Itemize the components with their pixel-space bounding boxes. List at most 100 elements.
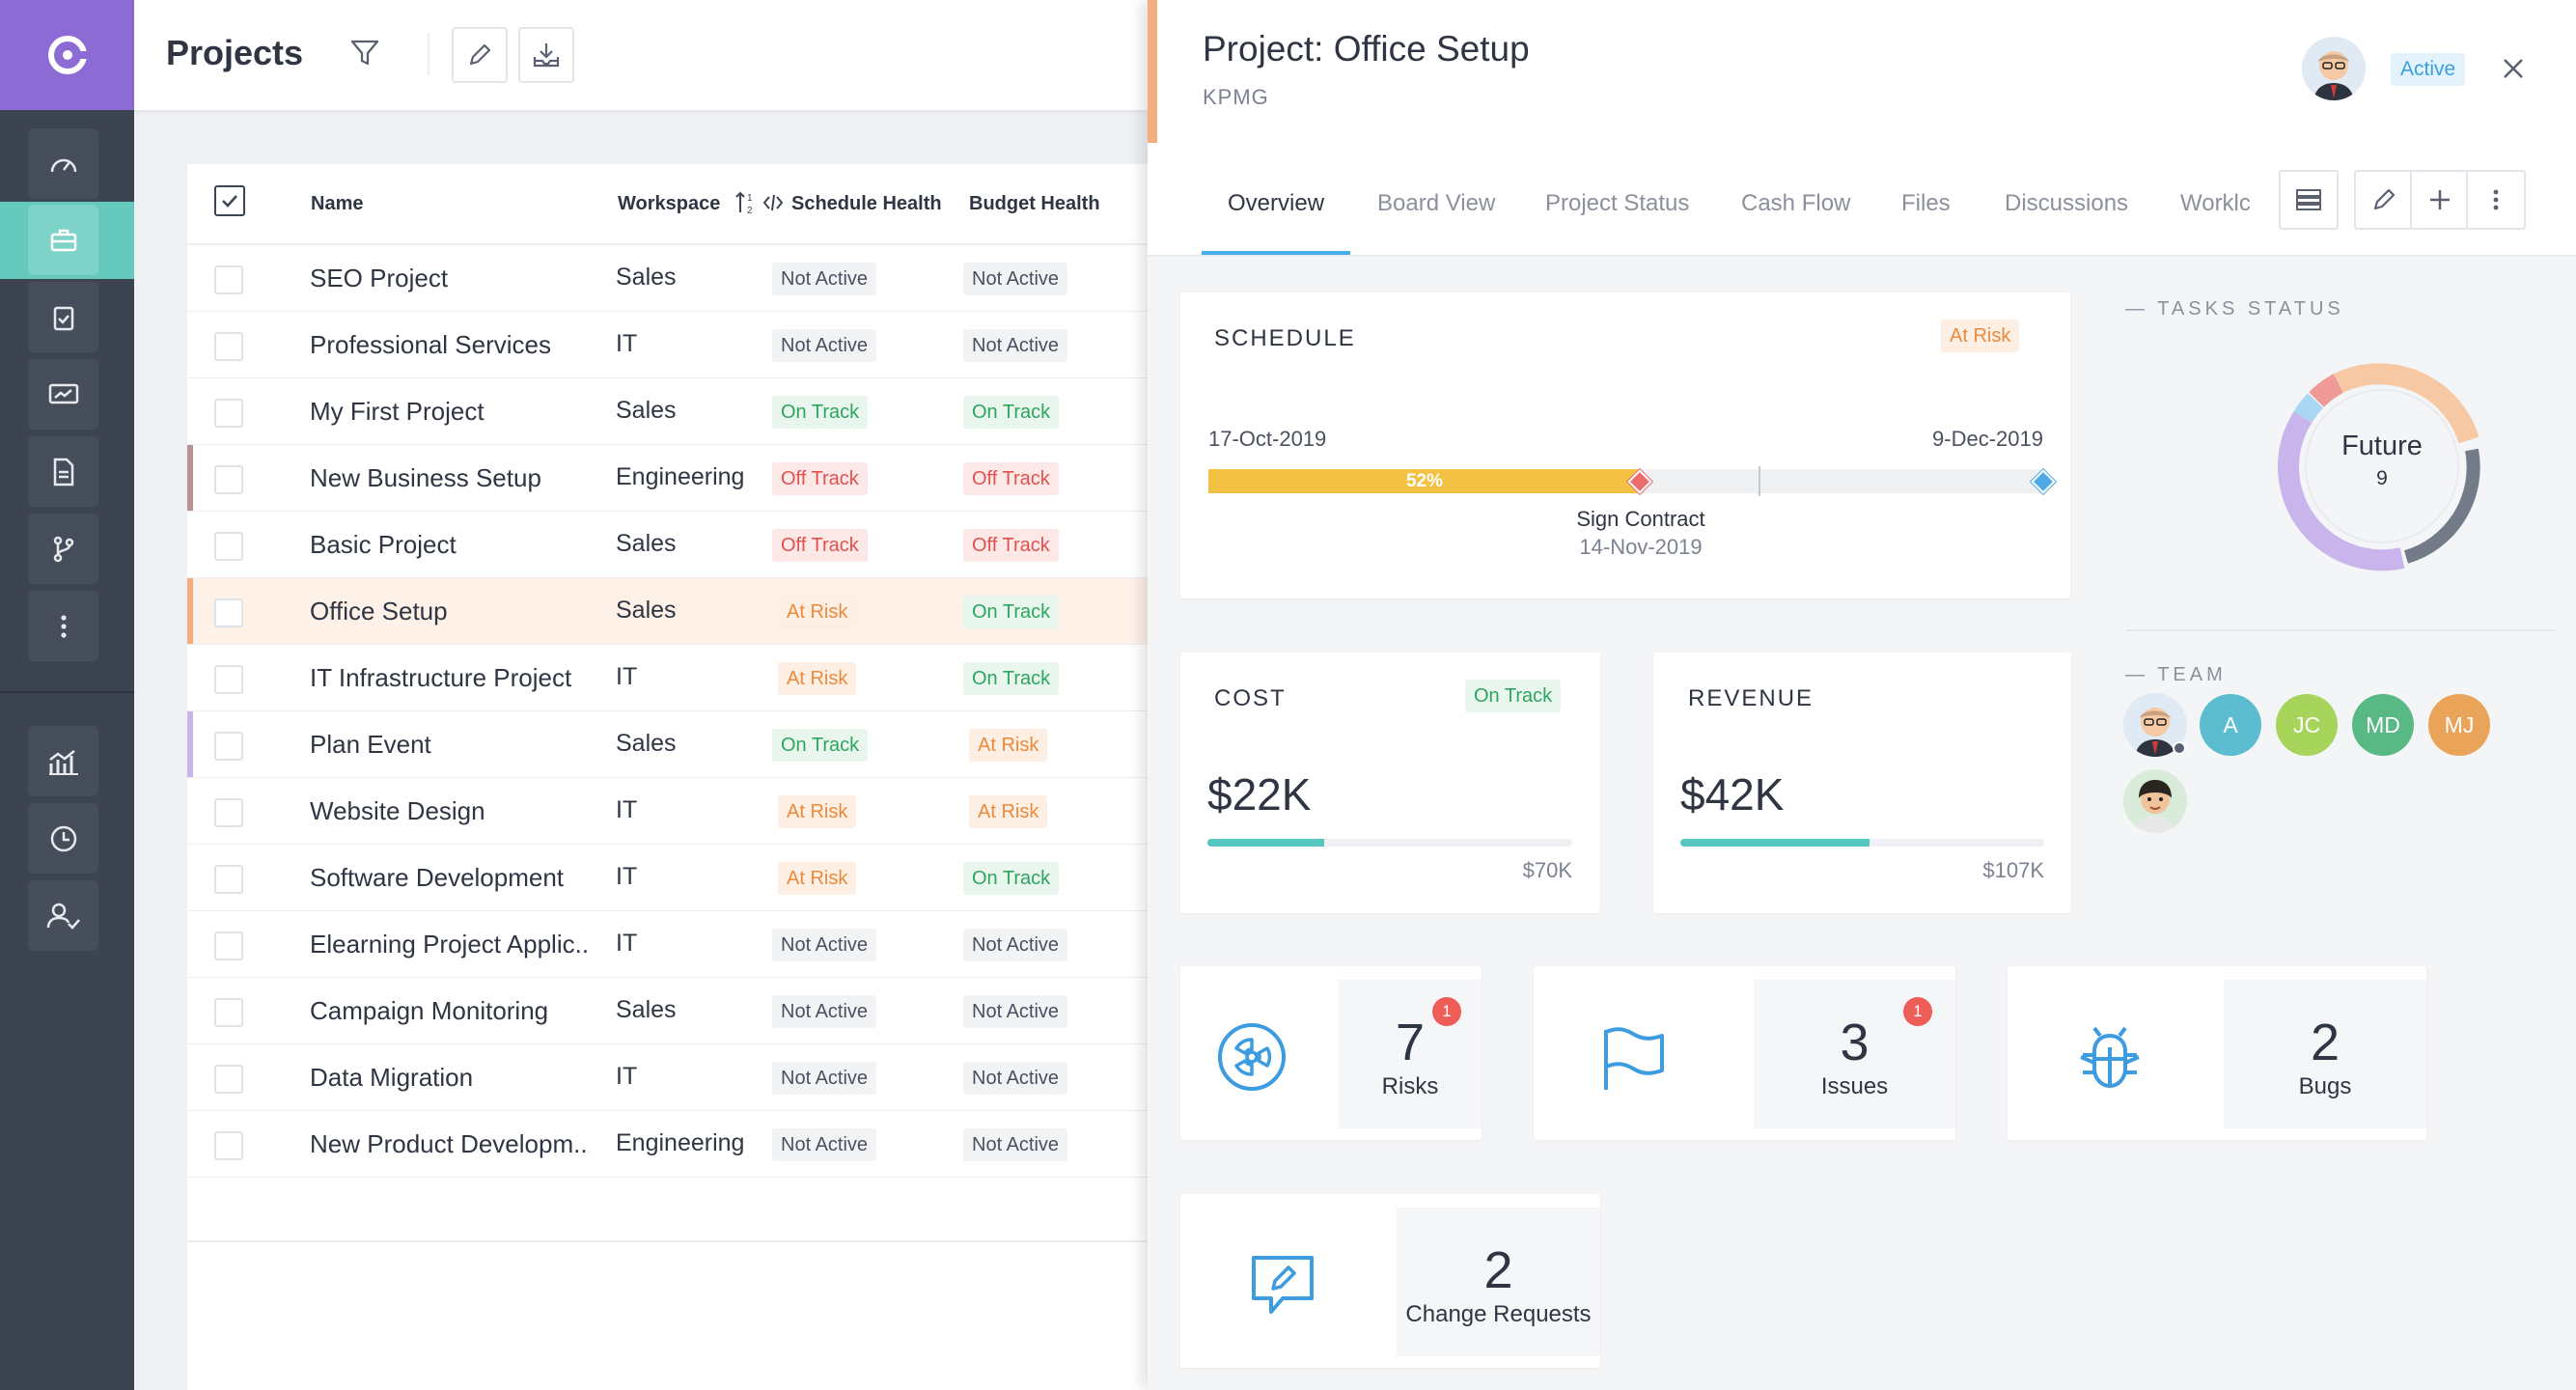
project-name-cell[interactable]: Elearning Project Applic...: [310, 930, 590, 959]
row-checkbox[interactable]: [214, 998, 243, 1027]
table-row[interactable]: Basic Project Sales Off Track Off Track: [187, 512, 1157, 578]
project-name-cell[interactable]: IT Infrastructure Project: [310, 663, 572, 692]
layout-toggle-button[interactable]: [2279, 170, 2339, 230]
nav-analytics[interactable]: [28, 726, 98, 796]
table-row[interactable]: Software Development IT At Risk On Track: [187, 845, 1157, 911]
project-name-cell[interactable]: Software Development: [310, 863, 565, 892]
team-member-avatar[interactable]: MD: [2352, 694, 2414, 756]
table-row[interactable]: My First Project Sales On Track On Track: [187, 378, 1157, 445]
project-name-cell[interactable]: Professional Services: [310, 330, 551, 359]
row-checkbox[interactable]: [214, 1065, 243, 1094]
schedule-status-badge: At Risk: [1941, 320, 2020, 352]
project-name-cell[interactable]: My First Project: [310, 397, 485, 426]
owner-avatar[interactable]: [2302, 37, 2366, 100]
edit-project-button[interactable]: [2354, 170, 2414, 230]
project-name-cell[interactable]: New Product Developm...: [310, 1129, 590, 1158]
nav-timesheet[interactable]: [28, 803, 98, 874]
workspace-cell: Sales: [616, 530, 677, 557]
project-name-cell[interactable]: SEO Project: [310, 264, 449, 292]
risks-card[interactable]: 7 Risks 1: [1180, 966, 1482, 1140]
row-checkbox[interactable]: [214, 332, 243, 361]
table-row[interactable]: Office Setup Sales At Risk On Track: [187, 578, 1157, 645]
nav-workflow[interactable]: [28, 514, 98, 584]
change-requests-metric: 2 Change Requests: [1397, 1208, 1600, 1356]
nav-reports[interactable]: [28, 359, 98, 430]
workspace-cell: IT: [616, 930, 638, 957]
close-button[interactable]: [2497, 52, 2530, 90]
add-button[interactable]: [2410, 170, 2470, 230]
nav-documents[interactable]: [28, 436, 98, 507]
project-name-cell[interactable]: Basic Project: [310, 530, 457, 559]
bugs-card[interactable]: 2 Bugs: [2008, 966, 2426, 1140]
team-member-avatar[interactable]: JC: [2276, 694, 2338, 756]
bugs-metric: 2 Bugs: [2224, 980, 2426, 1128]
tab-files[interactable]: Files: [1901, 190, 1951, 216]
col-schedule-header[interactable]: Schedule Health: [791, 193, 942, 214]
tab-worklog[interactable]: Worklc: [2180, 190, 2250, 216]
nav-projects[interactable]: [0, 202, 134, 279]
project-name-cell[interactable]: Website Design: [310, 796, 485, 825]
code-icon[interactable]: [762, 191, 784, 219]
end-marker[interactable]: [2031, 469, 2056, 494]
rail-divider: [0, 691, 134, 693]
nav-users[interactable]: [28, 880, 98, 951]
schedule-health-badge: Not Active: [772, 329, 877, 362]
export-button[interactable]: [518, 27, 574, 83]
edit-button[interactable]: [452, 27, 508, 83]
tab-board-view[interactable]: Board View: [1377, 190, 1496, 216]
table-row[interactable]: Elearning Project Applic... IT Not Active N…: [187, 911, 1157, 978]
more-options-button[interactable]: [2466, 170, 2526, 230]
row-checkbox[interactable]: [214, 399, 243, 428]
project-name-cell[interactable]: Campaign Monitoring: [310, 996, 549, 1025]
row-checkbox[interactable]: [214, 532, 243, 561]
table-row[interactable]: Campaign Monitoring Sales Not Active Not Ac…: [187, 978, 1157, 1044]
team-member-avatar-photo-2[interactable]: [2123, 769, 2187, 833]
table-row[interactable]: SEO Project Sales Not Active Not Active: [187, 245, 1157, 312]
row-checkbox[interactable]: [214, 1131, 243, 1160]
col-workspace-header[interactable]: Workspace: [618, 193, 721, 214]
nav-dashboard[interactable]: [28, 128, 98, 199]
table-row[interactable]: IT Infrastructure Project IT At Risk On Tra…: [187, 645, 1157, 711]
tasks-status-donut[interactable]: Future 9: [2269, 353, 2495, 584]
team-member-avatar-photo-1[interactable]: [2123, 693, 2187, 757]
table-row[interactable]: New Product Developm... Engineering Not Ac…: [187, 1111, 1157, 1178]
table-row[interactable]: New Business Setup Engineering Off Track Of…: [187, 445, 1157, 512]
tab-overview[interactable]: Overview: [1228, 190, 1325, 216]
row-checkbox[interactable]: [214, 598, 243, 627]
table-row[interactable]: Website Design IT At Risk At Risk: [187, 778, 1157, 845]
row-checkbox[interactable]: [214, 465, 243, 494]
team-member-avatar[interactable]: MJ: [2428, 694, 2490, 756]
project-name-cell[interactable]: Office Setup: [310, 597, 448, 626]
issues-card[interactable]: 3 Issues 1: [1534, 966, 1955, 1140]
row-checkbox[interactable]: [214, 265, 243, 294]
clock-icon: [50, 825, 76, 851]
project-name-cell[interactable]: New Business Setup: [310, 463, 541, 492]
change-requests-count: 2: [1483, 1241, 1513, 1299]
issues-metric: 3 Issues 1: [1754, 980, 1955, 1128]
table-row[interactable]: Plan Event Sales On Track At Risk: [187, 711, 1157, 778]
nav-tasks[interactable]: [28, 282, 98, 352]
tab-project-status[interactable]: Project Status: [1545, 190, 1690, 216]
row-checkbox[interactable]: [214, 931, 243, 960]
col-budget-header[interactable]: Budget Health: [969, 193, 1100, 214]
app-logo[interactable]: [0, 0, 134, 110]
project-name-cell[interactable]: Data Migration: [310, 1063, 474, 1092]
workspace-cell: Sales: [616, 730, 677, 757]
tab-cash-flow[interactable]: Cash Flow: [1741, 190, 1851, 216]
team-member-avatar[interactable]: A: [2200, 694, 2261, 756]
col-name-header[interactable]: Name: [311, 193, 364, 214]
row-checkbox[interactable]: [214, 865, 243, 894]
project-name-cell[interactable]: Plan Event: [310, 730, 431, 759]
select-all-checkbox[interactable]: [214, 185, 245, 216]
tab-discussions[interactable]: Discussions: [2005, 190, 2129, 216]
document-icon: [53, 458, 73, 486]
row-checkbox[interactable]: [214, 732, 243, 761]
row-checkbox[interactable]: [214, 798, 243, 827]
table-row[interactable]: Data Migration IT Not Active Not Active: [187, 1044, 1157, 1111]
table-row[interactable]: Professional Services IT Not Active Not Act…: [187, 312, 1157, 378]
row-checkbox[interactable]: [214, 665, 243, 694]
nav-more[interactable]: [28, 591, 98, 661]
change-requests-card[interactable]: 2 Change Requests: [1180, 1194, 1600, 1368]
filter-icon[interactable]: [348, 37, 381, 74]
